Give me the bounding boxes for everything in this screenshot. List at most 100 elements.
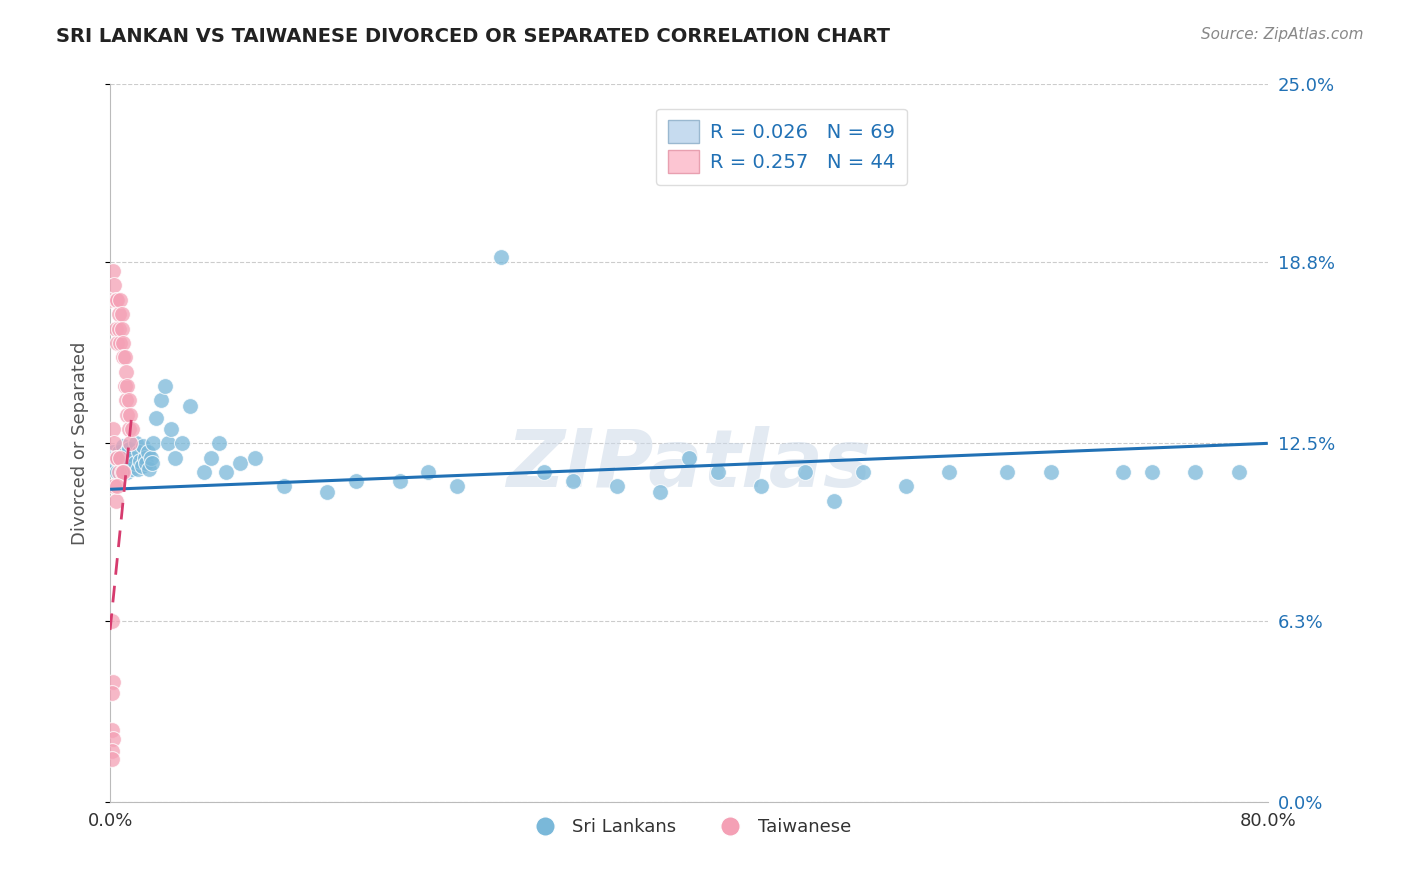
Point xyxy=(103,278,125,293)
Point xyxy=(101,732,124,747)
Point xyxy=(138,462,160,476)
Point xyxy=(114,379,136,393)
Point xyxy=(1227,465,1250,479)
Point xyxy=(179,399,201,413)
Text: ZIPatlas: ZIPatlas xyxy=(506,425,872,504)
Point xyxy=(533,465,555,479)
Point xyxy=(1184,465,1206,479)
Point xyxy=(606,479,628,493)
Point xyxy=(111,321,134,335)
Y-axis label: Divorced or Separated: Divorced or Separated xyxy=(72,342,89,545)
Point xyxy=(108,293,131,307)
Point xyxy=(1039,465,1062,479)
Point xyxy=(823,493,845,508)
Point xyxy=(125,436,148,450)
Point xyxy=(107,465,129,479)
Text: Source: ZipAtlas.com: Source: ZipAtlas.com xyxy=(1201,27,1364,42)
Point xyxy=(105,450,128,465)
Point xyxy=(562,474,585,488)
Point xyxy=(104,321,127,335)
Point xyxy=(489,250,512,264)
Point xyxy=(107,307,129,321)
Point xyxy=(273,479,295,493)
Point xyxy=(117,379,139,393)
Point xyxy=(117,465,139,479)
Point xyxy=(101,445,124,459)
Point xyxy=(120,436,142,450)
Point xyxy=(101,422,124,436)
Point xyxy=(112,335,135,350)
Point xyxy=(215,465,238,479)
Point xyxy=(131,459,153,474)
Point xyxy=(108,335,131,350)
Point xyxy=(112,465,135,479)
Point xyxy=(111,465,134,479)
Point xyxy=(103,479,125,493)
Point xyxy=(200,450,222,465)
Point xyxy=(793,465,815,479)
Point xyxy=(112,439,135,453)
Point xyxy=(100,293,122,307)
Point xyxy=(229,457,252,471)
Point xyxy=(207,436,229,450)
Point xyxy=(533,63,555,78)
Point xyxy=(648,485,671,500)
Point xyxy=(105,465,128,479)
Point xyxy=(105,479,128,493)
Point xyxy=(100,723,122,738)
Point xyxy=(114,457,136,471)
Point xyxy=(129,453,152,467)
Point xyxy=(446,479,468,493)
Point xyxy=(105,335,128,350)
Point xyxy=(103,450,125,465)
Point xyxy=(100,686,122,700)
Point xyxy=(124,457,146,471)
Point xyxy=(1112,465,1135,479)
Point xyxy=(118,422,141,436)
Point xyxy=(418,465,440,479)
Text: SRI LANKAN VS TAIWANESE DIVORCED OR SEPARATED CORRELATION CHART: SRI LANKAN VS TAIWANESE DIVORCED OR SEPA… xyxy=(56,27,890,45)
Point xyxy=(101,264,124,278)
Point xyxy=(100,752,122,766)
Point xyxy=(145,410,167,425)
Point xyxy=(118,442,141,456)
Point xyxy=(104,457,127,471)
Point xyxy=(388,474,411,488)
Point xyxy=(103,436,125,450)
Point xyxy=(108,453,131,467)
Point xyxy=(678,450,700,465)
Point xyxy=(149,393,172,408)
Point xyxy=(101,674,124,689)
Point xyxy=(127,462,149,476)
Point xyxy=(111,459,134,474)
Point xyxy=(141,457,163,471)
Point xyxy=(121,462,143,476)
Point xyxy=(111,307,134,321)
Point xyxy=(118,393,141,408)
Point xyxy=(995,465,1018,479)
Point xyxy=(707,465,730,479)
Point xyxy=(105,293,128,307)
Point xyxy=(104,293,127,307)
Point xyxy=(117,408,139,422)
Point xyxy=(132,439,155,453)
Point xyxy=(172,436,194,450)
Point xyxy=(112,350,135,364)
Point xyxy=(100,615,122,629)
Point xyxy=(120,453,142,467)
Point xyxy=(135,457,157,471)
Point xyxy=(115,450,138,465)
Point xyxy=(115,365,138,379)
Point xyxy=(122,448,145,462)
Point xyxy=(107,445,129,459)
Point xyxy=(243,450,266,465)
Point xyxy=(115,393,138,408)
Point xyxy=(749,479,772,493)
Point xyxy=(156,436,179,450)
Point xyxy=(153,379,176,393)
Point xyxy=(142,436,165,450)
Point xyxy=(1140,465,1163,479)
Point xyxy=(100,743,122,757)
Point xyxy=(107,321,129,335)
Point xyxy=(139,450,162,465)
